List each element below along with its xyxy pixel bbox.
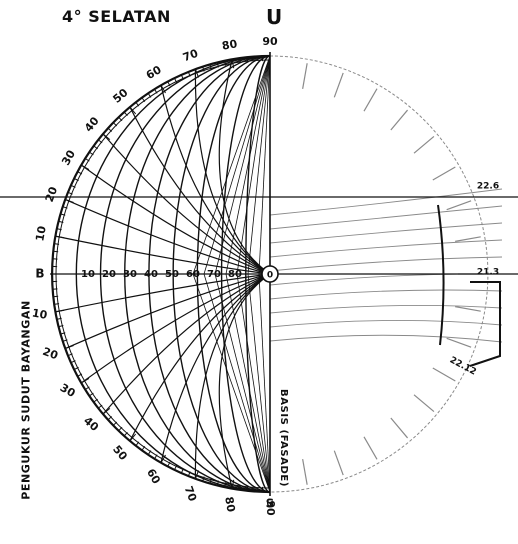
faint-date-line xyxy=(270,257,502,271)
degree-tick xyxy=(54,244,59,245)
degree-tick xyxy=(108,417,112,420)
faint-azimuth-tick xyxy=(364,437,377,460)
degree-tick xyxy=(53,296,58,297)
horizontal-scale-label: 20 xyxy=(102,269,116,280)
latitude-title: 4° SELATAN xyxy=(62,9,171,25)
fan-line xyxy=(237,274,270,492)
bottom-scale-label: 20 xyxy=(41,345,60,363)
faint-date-line xyxy=(270,335,502,342)
degree-tick xyxy=(113,422,117,425)
degree-tick xyxy=(53,251,58,252)
south-marker: S xyxy=(266,497,275,511)
west-marker: B xyxy=(35,267,44,281)
shadow-angle-protractor xyxy=(0,52,518,496)
horizontal-scale-label: 40 xyxy=(144,269,158,280)
top-scale-label: 20 xyxy=(43,185,61,204)
faint-azimuth-tick xyxy=(391,110,408,130)
faint-date-line xyxy=(270,274,502,285)
top-scale-label: 90 xyxy=(262,35,278,48)
shadow-angle-curve xyxy=(219,274,270,489)
faint-azimuth-tick xyxy=(414,395,434,412)
bottom-scale-label: 60 xyxy=(144,467,163,487)
top-scale-label: 30 xyxy=(59,148,78,168)
degree-tick xyxy=(119,427,122,431)
top-scale-label: 50 xyxy=(111,86,131,106)
shadow-angle-curve xyxy=(130,107,270,274)
bottom-scale-label: 70 xyxy=(182,484,200,503)
faint-azimuth-tick xyxy=(447,201,471,210)
faint-azimuth-tick xyxy=(334,451,343,475)
bottom-scale-label: 50 xyxy=(110,443,130,463)
fan-line xyxy=(248,56,270,274)
faint-azimuth-tick xyxy=(334,73,343,97)
faint-azimuth-tick xyxy=(414,136,434,153)
degree-tick xyxy=(113,123,117,126)
bottom-scale-label: 40 xyxy=(81,414,101,434)
top-scale-label: 70 xyxy=(181,47,200,65)
faint-azimuth-tick xyxy=(303,63,308,89)
date-label-mar: 21.3 xyxy=(477,268,499,278)
horizontal-scale-label: 30 xyxy=(123,269,137,280)
horizontal-scale-label: 10 xyxy=(81,269,95,280)
degree-tick xyxy=(124,432,127,436)
shadow-angle-curve xyxy=(130,274,270,441)
shadow-angle-curve xyxy=(219,59,270,274)
horizontal-scale-label: 60 xyxy=(186,269,200,280)
faint-date-line xyxy=(270,240,502,257)
shadow-angle-meter-label: PENGUKUR SUDUT BAYANGAN xyxy=(21,300,32,500)
top-scale-label: 40 xyxy=(82,114,102,134)
top-scale-label: 80 xyxy=(221,37,239,53)
fan-line xyxy=(226,56,270,274)
faint-azimuth-tick xyxy=(303,459,308,485)
faint-azimuth-tick xyxy=(455,237,481,242)
bottom-scale-label: 10 xyxy=(31,306,49,322)
fan-line xyxy=(259,56,270,274)
top-scale-label: 60 xyxy=(144,63,164,82)
faint-date-line xyxy=(270,320,502,327)
fan-line xyxy=(226,274,270,492)
date-label-dec: 22.12 xyxy=(448,355,478,377)
top-scale-label: 10 xyxy=(33,225,49,243)
fan-line xyxy=(204,274,270,492)
date-label-jun: 22.6 xyxy=(477,182,499,192)
faint-azimuth-tick xyxy=(447,338,471,347)
horizontal-scale-label: 80 xyxy=(228,269,242,280)
horizontal-scale-label: 50 xyxy=(165,269,179,280)
degree-tick xyxy=(124,112,127,116)
fan-line xyxy=(215,274,270,492)
horizontal-scale-label: 70 xyxy=(207,269,221,280)
fan-line xyxy=(204,56,270,274)
fan-line xyxy=(215,56,270,274)
degree-tick xyxy=(54,304,59,305)
bottom-scale-label: 80 xyxy=(222,496,238,514)
bottom-scale-label: 30 xyxy=(58,381,78,400)
shadow-angle-curve xyxy=(65,274,270,349)
date-bracket xyxy=(438,205,444,345)
center-marker: 0 xyxy=(267,271,273,281)
faint-azimuth-tick xyxy=(391,418,408,438)
faint-azimuth-tick xyxy=(455,307,481,312)
degree-tick xyxy=(108,128,112,131)
shadow-angle-curve xyxy=(65,199,270,274)
fan-line xyxy=(237,56,270,274)
facade-basis-label: BASIS (FASADE) xyxy=(278,389,288,487)
degree-tick xyxy=(119,117,122,121)
faint-azimuth-tick xyxy=(433,368,456,381)
north-marker: U xyxy=(266,7,282,27)
fan-line xyxy=(259,274,270,492)
faint-azimuth-tick xyxy=(433,167,456,180)
faint-azimuth-tick xyxy=(364,89,377,112)
fan-line xyxy=(248,274,270,492)
faint-date-line xyxy=(270,290,502,299)
